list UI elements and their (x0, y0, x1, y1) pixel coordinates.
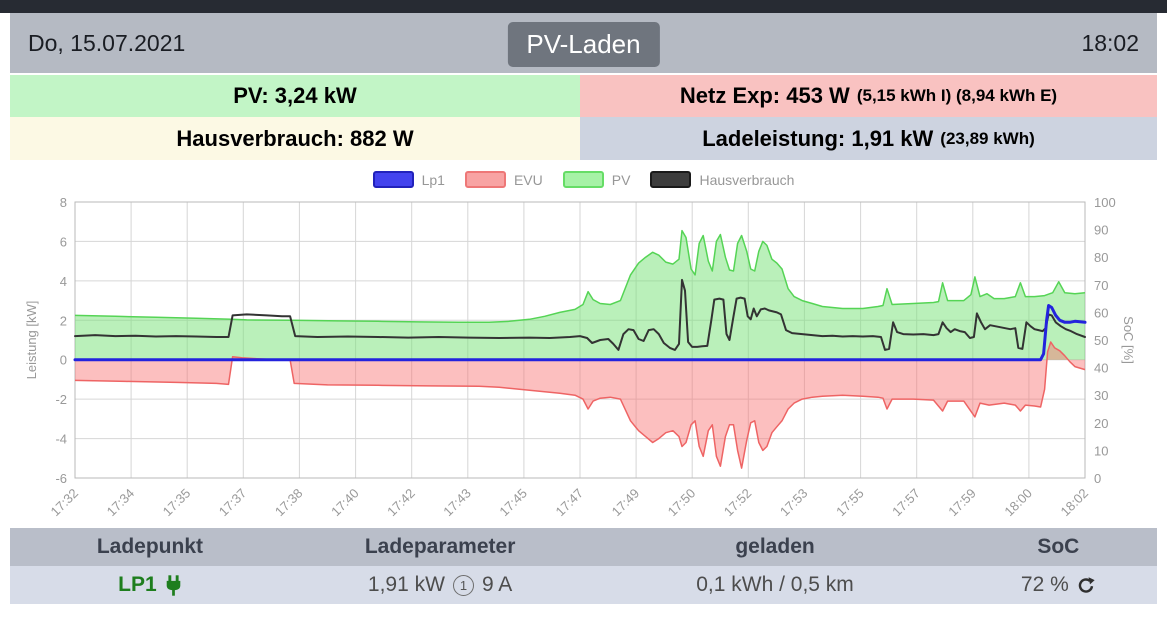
charged-amount: 0,1 kWh / 0,5 km (696, 573, 854, 596)
svg-text:17:47: 17:47 (553, 486, 587, 520)
svg-text:0: 0 (1094, 471, 1101, 486)
svg-text:17:49: 17:49 (609, 486, 643, 520)
house-consumption-box: Hausverbrauch: 882 W (10, 117, 580, 160)
svg-text:30: 30 (1094, 388, 1108, 403)
legend-item-hausverbrauch: Hausverbrauch (650, 171, 794, 188)
col-header-ladepunkt: Ladepunkt (96, 535, 204, 558)
chargepoint-name: LP1 (118, 573, 157, 596)
svg-text:50: 50 (1094, 333, 1108, 348)
col-header-soc: SoC (1037, 535, 1080, 558)
svg-text:17:52: 17:52 (721, 486, 755, 520)
date-label: Do, 15.07.2021 (28, 29, 186, 56)
svg-text:80: 80 (1094, 250, 1108, 265)
series-evu (74, 341, 1086, 469)
chart-series (73, 229, 1087, 469)
charge-power: 1,91 kW (367, 573, 445, 596)
svg-text:-6: -6 (55, 471, 67, 486)
svg-text:17:50: 17:50 (665, 486, 699, 520)
grid-power-value: Netz Exp: 453 W (679, 83, 850, 108)
legend-swatch-pv (562, 171, 604, 188)
charge-power-box: Ladeleistung: 1,91 kW (23,89 kWh) (580, 117, 1157, 160)
series-lp1 (73, 304, 1087, 362)
pv-power-box: PV: 3,24 kW (10, 75, 580, 117)
svg-text:6: 6 (60, 234, 67, 249)
svg-text:2: 2 (60, 313, 67, 328)
table-header-row: Ladepunkt Ladeparameter geladen SoC (10, 528, 1157, 566)
geladen-cell: 0,1 kWh / 0,5 km (590, 566, 959, 604)
legend-label: EVU (513, 171, 543, 188)
legend-label: Hausverbrauch (699, 171, 795, 188)
svg-text:17:38: 17:38 (272, 486, 306, 520)
legend-item-lp1: Lp1 (372, 171, 445, 188)
svg-text:17:57: 17:57 (889, 486, 923, 520)
soc-cell: 72 % (960, 566, 1157, 604)
col-header-ladeparameter: Ladeparameter (364, 535, 516, 558)
y-axis-title: Leistung [kW] (24, 301, 39, 380)
svg-text:17:59: 17:59 (945, 486, 979, 520)
svg-text:17:34: 17:34 (104, 486, 138, 520)
series-hausverbrauch (74, 278, 1086, 351)
chargepoint-cell: LP1 (10, 566, 290, 604)
grid-power-box: Netz Exp: 453 W (5,15 kWh I) (8,94 kWh E… (580, 75, 1157, 117)
header-bar: Do, 15.07.2021 PV-Laden 18:02 (10, 13, 1157, 73)
svg-text:-4: -4 (55, 432, 67, 447)
svg-text:100: 100 (1094, 195, 1116, 210)
svg-text:40: 40 (1094, 361, 1108, 376)
charge-power-value: Ladeleistung: 1,91 kW (702, 125, 934, 151)
legend-swatch-lp1 (372, 171, 414, 188)
svg-text:60: 60 (1094, 305, 1108, 320)
legend-label: Lp1 (421, 171, 445, 188)
y2-axis-title: SoC [%] (1121, 316, 1136, 364)
clock-label: 18:02 (1081, 29, 1139, 56)
svg-text:-2: -2 (55, 392, 67, 407)
svg-text:17:32: 17:32 (48, 486, 82, 520)
soc-value: 72 % (1020, 573, 1069, 596)
svg-text:20: 20 (1094, 416, 1108, 431)
svg-text:0: 0 (60, 353, 67, 368)
svg-text:8: 8 (60, 195, 67, 210)
chart-legend: Lp1 EVU PV Hausverbrauch (0, 171, 1167, 188)
legend-swatch-hausverbrauch (650, 171, 692, 188)
svg-text:4: 4 (60, 274, 67, 289)
charge-current: 9 A (481, 573, 513, 596)
legend-label: PV (611, 171, 631, 188)
legend-swatch-evu (464, 171, 506, 188)
table-row: LP1 1,91 kW 1 9 A 0,1 kWh / 0,5 km (10, 566, 1157, 604)
svg-text:70: 70 (1094, 278, 1108, 293)
house-consumption-value: Hausverbrauch: 882 W (176, 125, 414, 151)
plug-icon (165, 574, 182, 596)
phase-count-icon: 1 (452, 574, 474, 596)
grid-energy-detail: (5,15 kWh I) (8,94 kWh E) (856, 86, 1058, 105)
svg-text:17:43: 17:43 (440, 486, 474, 520)
mode-button-pv-laden[interactable]: PV-Laden (507, 22, 660, 67)
svg-text:10: 10 (1094, 443, 1108, 458)
legend-item-pv: PV (562, 171, 631, 188)
status-grid: PV: 3,24 kW Netz Exp: 453 W (5,15 kWh I)… (10, 75, 1157, 160)
svg-text:17:42: 17:42 (384, 486, 418, 520)
series-pv (74, 229, 1086, 360)
pv-power-value: PV: 3,24 kW (233, 83, 357, 108)
charge-energy-detail: (23,89 kWh) (940, 128, 1035, 148)
svg-text:17:35: 17:35 (160, 486, 194, 520)
legend-item-evu: EVU (464, 171, 543, 188)
svg-text:17:53: 17:53 (777, 486, 811, 520)
svg-text:17:45: 17:45 (496, 486, 530, 520)
svg-text:17:40: 17:40 (328, 486, 362, 520)
svg-text:90: 90 (1094, 223, 1108, 238)
chargepoint-table: Ladepunkt Ladeparameter geladen SoC LP1 … (10, 528, 1157, 604)
refresh-soc-icon[interactable] (1077, 575, 1096, 595)
svg-text:17:37: 17:37 (216, 486, 250, 520)
top-strip (0, 0, 1167, 13)
ladeparameter-cell: 1,91 kW 1 9 A (290, 566, 591, 604)
svg-text:17:55: 17:55 (833, 486, 867, 520)
col-header-geladen: geladen (735, 535, 815, 558)
svg-text:18:00: 18:00 (1001, 486, 1035, 520)
svg-text:18:02: 18:02 (1058, 486, 1092, 520)
